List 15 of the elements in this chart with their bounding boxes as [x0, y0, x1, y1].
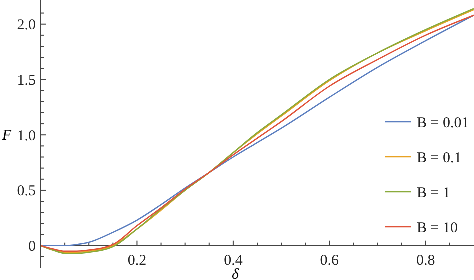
y-tick-label: 0.5	[17, 184, 36, 200]
x-tick-label: 0.6	[320, 252, 340, 269]
y-tick-label: 1.5	[17, 72, 36, 89]
x-tick-label: 0.2	[128, 252, 147, 269]
legend-label: B = 0.01	[417, 115, 470, 132]
x-tick-label: 0.4	[224, 252, 244, 269]
legend-label: B = 1	[417, 185, 450, 202]
y-tick-label: 1.0	[17, 128, 36, 144]
y-axis-title: F	[1, 128, 12, 144]
y-tick-label: 2.0	[17, 18, 36, 34]
legend-label: B = 10	[417, 220, 458, 236]
y-tick-label: 0	[28, 239, 36, 256]
x-tick-label: 0.8	[416, 252, 436, 269]
legend-label: B = 0.1	[417, 150, 462, 166]
x-axis-title: δ	[232, 267, 240, 280]
